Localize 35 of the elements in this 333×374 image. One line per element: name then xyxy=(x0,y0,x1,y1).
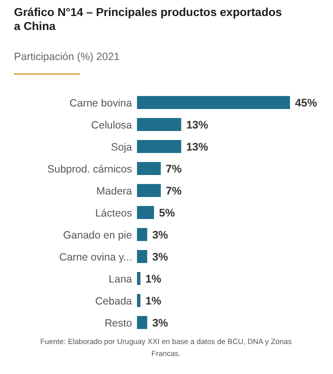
data-label: 13% xyxy=(186,142,208,154)
bar xyxy=(137,118,182,131)
data-label: 13% xyxy=(186,120,208,132)
y-tick-label: Soja xyxy=(110,142,132,154)
bar xyxy=(137,316,148,329)
bar xyxy=(137,184,161,197)
data-label: 7% xyxy=(166,164,182,176)
bar xyxy=(137,228,148,241)
chart-title: Gráfico N°14 – Principales productos exportados a China xyxy=(14,7,282,33)
y-tick-label: Celulosa xyxy=(91,120,132,132)
bar xyxy=(137,140,182,153)
data-label: 3% xyxy=(152,318,168,330)
data-label: 1% xyxy=(145,274,162,286)
bar xyxy=(137,272,140,285)
y-tick-label: Subprod. cárnicos xyxy=(47,164,132,176)
y-tick-label: Madera xyxy=(96,186,132,198)
data-label: 7% xyxy=(166,186,182,198)
bar xyxy=(137,96,290,109)
data-label: 1% xyxy=(145,296,162,308)
bar xyxy=(137,206,154,219)
y-tick-label: Lácteos xyxy=(95,208,132,220)
bar xyxy=(137,294,140,307)
y-tick-label: Resto xyxy=(104,318,132,330)
y-tick-label: Ganado en pie xyxy=(63,230,132,242)
y-tick-label: Lana xyxy=(108,274,132,286)
y-tick-label: Carne bovina xyxy=(70,98,132,110)
bar xyxy=(137,250,148,263)
data-label: 3% xyxy=(152,252,168,264)
data-label: 5% xyxy=(159,208,176,220)
data-label: 45% xyxy=(295,98,318,110)
bar xyxy=(137,162,161,175)
y-tick-label: Cebada xyxy=(95,296,132,308)
chart-subtitle: Participación (%) 2021 xyxy=(14,51,120,63)
y-tick-label: Carne ovina y... xyxy=(59,252,132,264)
data-label: 3% xyxy=(152,230,168,242)
